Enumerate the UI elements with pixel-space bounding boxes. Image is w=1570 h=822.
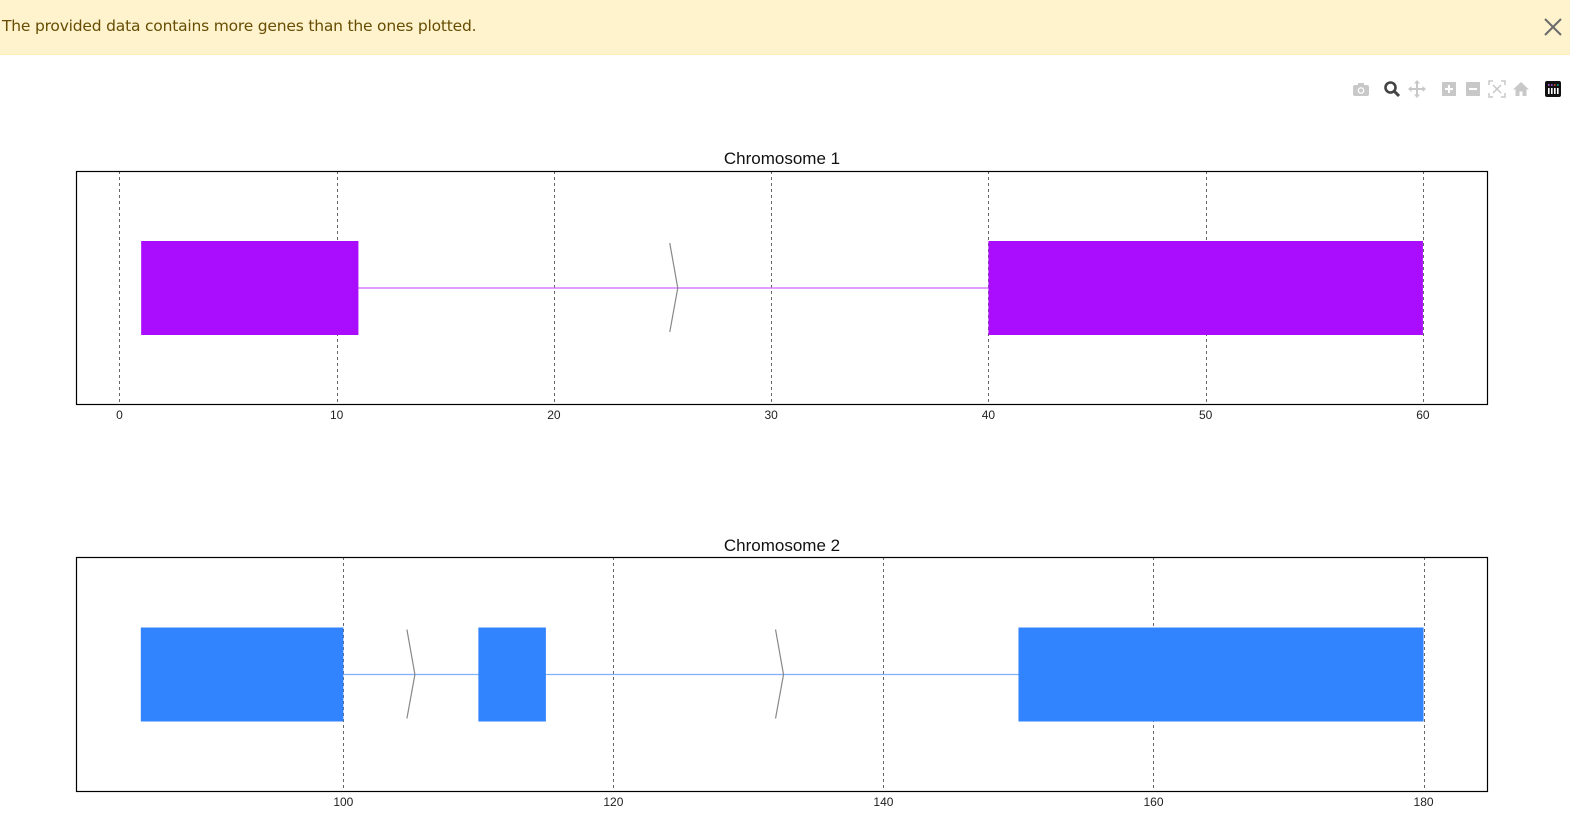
x-tick-label: 60 (1416, 408, 1430, 422)
exon-block (1018, 627, 1424, 722)
autoscale-icon (1488, 80, 1506, 98)
x-tick-label: 40 (982, 408, 996, 422)
autoscale-button[interactable] (1488, 80, 1506, 98)
x-tick-label: 180 (1414, 795, 1434, 809)
strand-arrow-icon (774, 629, 785, 719)
x-tick-label: 140 (873, 795, 893, 809)
exon-block (478, 627, 546, 722)
x-tick-label: 0 (116, 408, 123, 422)
x-tick-label: 120 (603, 795, 623, 809)
x-tick-label: 160 (1143, 795, 1163, 809)
alert-close-button[interactable] (1541, 15, 1565, 39)
plus-square-icon (1442, 82, 1456, 96)
exon-block (988, 241, 1423, 335)
alert-message: The provided data contains more genes th… (2, 17, 477, 35)
exon-block (141, 241, 359, 335)
home-icon (1513, 82, 1529, 96)
magnifier-icon (1384, 81, 1401, 98)
minus-square-icon (1466, 82, 1480, 96)
camera-icon (1353, 83, 1369, 96)
x-tick-label: 20 (547, 408, 561, 422)
chart-title-chromosome-1: Chromosome 1 (723, 149, 841, 168)
move-arrows-icon (1408, 80, 1426, 98)
zoom-out-button[interactable] (1464, 80, 1482, 98)
plot-frame (75, 170, 1489, 406)
strand-arrow-icon (669, 242, 679, 333)
plotly-logo-icon (1545, 81, 1561, 97)
plot-frame (75, 556, 1489, 793)
reset-axes-button[interactable] (1512, 80, 1530, 98)
plotly-logo-link[interactable] (1544, 80, 1562, 98)
x-tick-label: 50 (1199, 408, 1213, 422)
chart-title-chromosome-2: Chromosome 2 (723, 536, 841, 555)
plot-modebar (1348, 80, 1563, 100)
x-tick-label: 10 (330, 408, 344, 422)
zoom-button[interactable] (1383, 80, 1401, 98)
exon-block (140, 627, 344, 722)
close-x-icon (1544, 18, 1562, 36)
pan-button[interactable] (1408, 80, 1426, 98)
x-tick-label: 30 (765, 408, 779, 422)
strand-arrow-icon (406, 629, 416, 719)
zoom-in-button[interactable] (1440, 80, 1458, 98)
warning-alert: The provided data contains more genes th… (0, 0, 1570, 55)
x-tick-label: 100 (333, 795, 353, 809)
download-png-button[interactable] (1352, 80, 1370, 98)
